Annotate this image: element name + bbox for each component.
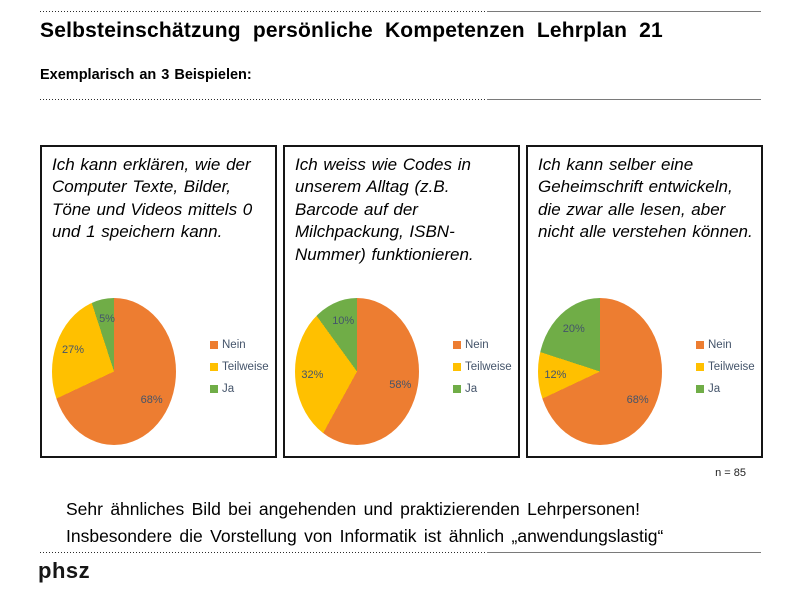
legend-swatch-nein xyxy=(210,341,218,349)
pie-data-label: 68% xyxy=(626,393,649,406)
conclusion-line-1: Sehr ähnliches Bild bei angehenden und p… xyxy=(66,499,641,519)
chart-legend: Nein Teilweise Ja xyxy=(453,339,512,395)
legend-label: Teilweise xyxy=(222,361,269,373)
chart-legend: Nein Teilweise Ja xyxy=(696,339,755,395)
legend-label: Nein xyxy=(465,339,489,351)
legend-swatch-nein xyxy=(696,341,704,349)
legend-item-teilweise: Teilweise xyxy=(210,361,269,373)
legend-item-teilweise: Teilweise xyxy=(696,361,755,373)
divider-top xyxy=(40,11,761,12)
chart-legend: Nein Teilweise Ja xyxy=(210,339,269,395)
page-title: Selbsteinschätzung persönliche Kompetenz… xyxy=(40,19,663,42)
conclusion-text: Sehr ähnliches Bild bei angehenden und p… xyxy=(66,496,766,550)
legend-item-ja: Ja xyxy=(696,383,755,395)
legend-swatch-teilweise xyxy=(210,363,218,371)
pie-chart-2: 58% 32% 10% Nein Teilweise Ja xyxy=(285,293,518,451)
legend-label: Nein xyxy=(222,339,246,351)
statement-text: Ich weiss wie Codes in unserem Alltag (z… xyxy=(295,155,474,264)
phsz-logo: phsz xyxy=(38,558,91,583)
legend-swatch-teilweise xyxy=(453,363,461,371)
legend-swatch-teilweise xyxy=(696,363,704,371)
pie-graphic: 68% 12% 20% xyxy=(538,298,662,445)
pie-data-label: 20% xyxy=(562,322,585,335)
legend-item-nein: Nein xyxy=(696,339,755,351)
statement-text: Ich kann selber eine Geheimschrift entwi… xyxy=(538,155,753,242)
legend-swatch-ja xyxy=(696,385,704,393)
legend-item-nein: Nein xyxy=(210,339,269,351)
pie-data-label: 5% xyxy=(99,313,115,326)
legend-label: Ja xyxy=(465,383,478,395)
sample-size-note: n = 85 xyxy=(715,467,746,479)
pie-data-label: 68% xyxy=(140,393,163,406)
pie-chart-3: 68% 12% 20% Nein Teilweise Ja xyxy=(528,293,761,451)
legend-label: Teilweise xyxy=(465,361,512,373)
page-subtitle: Exemplarisch an 3 Beispielen: xyxy=(40,67,252,83)
legend-item-teilweise: Teilweise xyxy=(453,361,512,373)
divider-footer xyxy=(40,552,761,553)
pie-data-label: 10% xyxy=(332,315,355,328)
legend-item-ja: Ja xyxy=(453,383,512,395)
statement-text: Ich kann erklären, wie der Computer Text… xyxy=(52,155,253,242)
legend-swatch-ja xyxy=(453,385,461,393)
legend-label: Ja xyxy=(708,383,721,395)
legend-label: Nein xyxy=(708,339,732,351)
example-card-1: Ich kann erklären, wie der Computer Text… xyxy=(40,145,277,458)
pie-data-label: 58% xyxy=(389,378,412,391)
legend-label: Teilweise xyxy=(708,361,755,373)
divider-under-subtitle xyxy=(40,99,761,100)
pie-graphic: 68% 27% 5% xyxy=(52,298,176,445)
example-card-3: Ich kann selber eine Geheimschrift entwi… xyxy=(526,145,763,458)
legend-swatch-nein xyxy=(453,341,461,349)
legend-label: Ja xyxy=(222,383,235,395)
pie-data-label: 32% xyxy=(301,368,324,381)
legend-swatch-ja xyxy=(210,385,218,393)
example-card-2: Ich weiss wie Codes in unserem Alltag (z… xyxy=(283,145,520,458)
legend-item-nein: Nein xyxy=(453,339,512,351)
conclusion-line-2: Insbesondere die Vorstellung von Informa… xyxy=(66,526,664,546)
examples-row: Ich kann erklären, wie der Computer Text… xyxy=(40,145,763,458)
pie-chart-1: 68% 27% 5% Nein Teilweise Ja xyxy=(42,293,275,451)
pie-data-label: 27% xyxy=(62,344,85,357)
legend-item-ja: Ja xyxy=(210,383,269,395)
pie-graphic: 58% 32% 10% xyxy=(295,298,419,445)
pie-data-label: 12% xyxy=(544,368,567,381)
